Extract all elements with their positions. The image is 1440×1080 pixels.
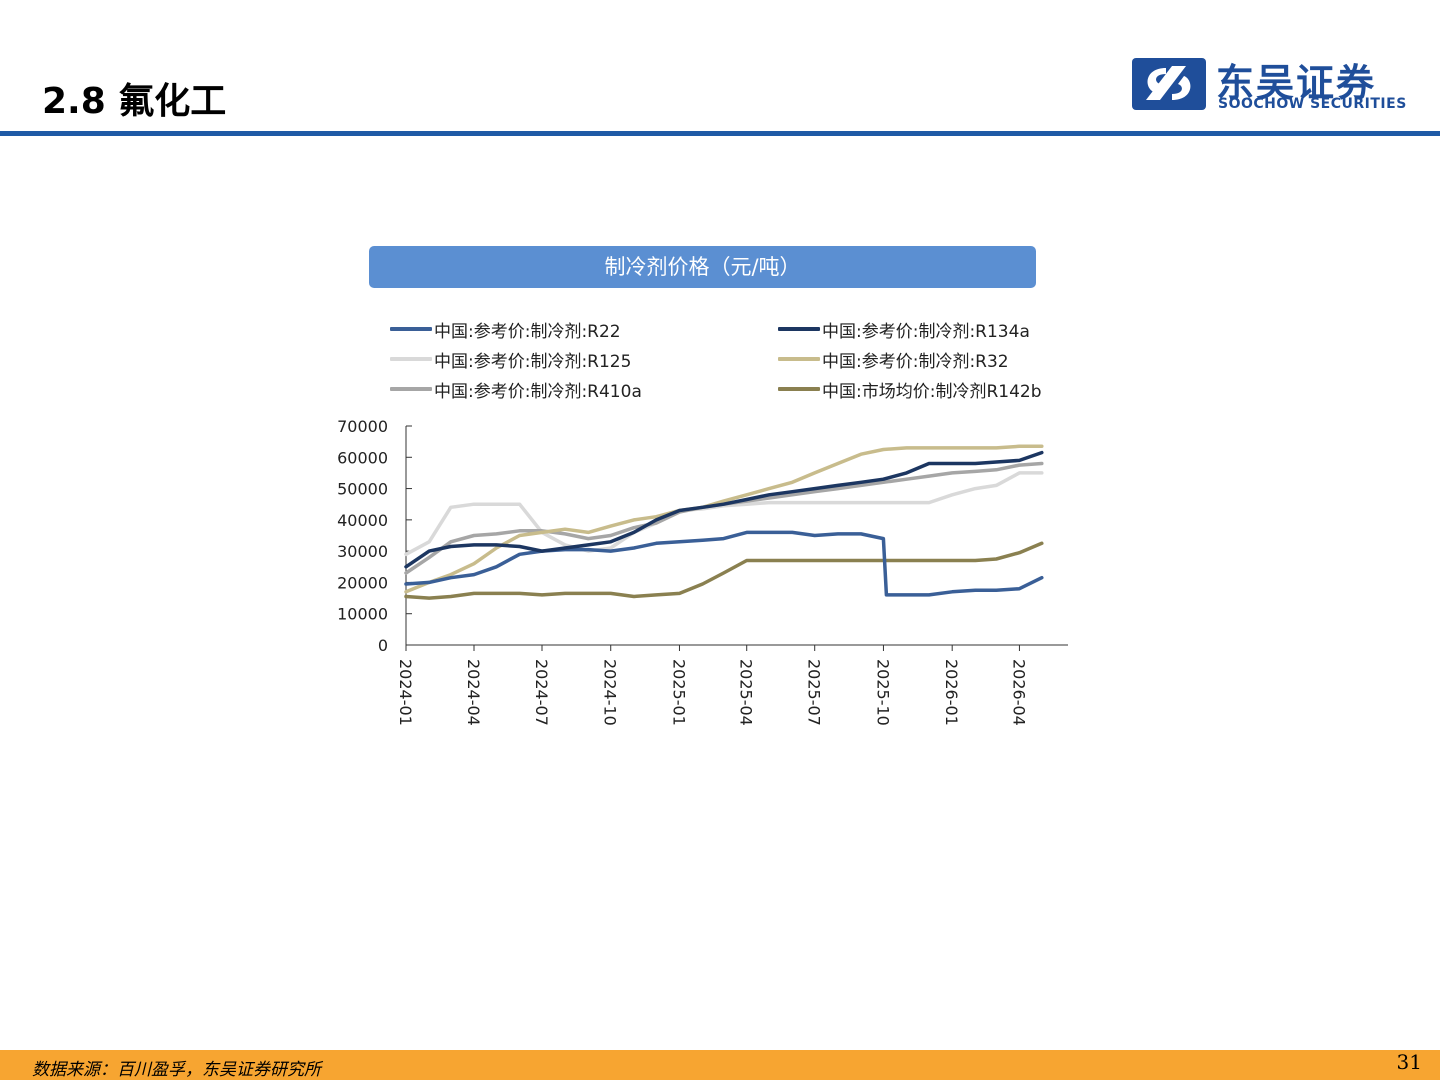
legend-label-r32: 中国:参考价:制冷剂:R32 [822,351,1009,372]
legend-swatch-r125 [390,357,432,361]
y-tick-label: 60000 [337,448,388,467]
legend-label-r22: 中国:参考价:制冷剂:R22 [434,321,621,342]
x-tick-label: 2025-10 [873,659,892,726]
x-tick-label: 2024-10 [601,659,620,726]
legend-swatch-r22 [390,327,432,331]
brand-mark-icon [1132,58,1206,110]
legend-swatch-r32 [778,357,820,361]
x-tick-label: 2025-04 [737,659,756,726]
series-line-3 [404,444,1044,594]
series-line-0 [404,530,1044,597]
page-number: 31 [1396,1050,1422,1074]
legend-swatch-r142b [778,387,820,391]
x-tick-label: 2024-07 [532,659,551,726]
y-tick-label: 10000 [337,605,388,624]
chart-legend: 中国:参考价:制冷剂:R22 中国:参考价:制冷剂:R134a 中国:参考价:制… [390,314,1090,406]
legend-label-r410a: 中国:参考价:制冷剂:R410a [434,381,642,402]
y-tick-label: 70000 [337,417,388,436]
y-tick-label: 30000 [337,542,388,561]
chart-title-banner: 制冷剂价格（元/吨） [369,246,1036,288]
y-tick-label: 0 [378,636,388,655]
legend-item-r142b: 中国:市场均价:制冷剂R142b [778,374,1042,404]
slide-title: 2.8 氟化工 [42,81,227,122]
y-tick-label: 40000 [337,511,388,530]
x-tick-label: 2024-04 [464,659,483,726]
chart-axes: 0 10000 20000 30000 40000 50000 60000 70000 2024… [337,417,1068,726]
legend-item-r125: 中国:参考价:制冷剂:R125 [390,344,631,374]
legend-item-r134a: 中国:参考价:制冷剂:R134a [778,314,1030,344]
x-tick-label: 2026-04 [1009,659,1028,726]
footer-bar: 数据来源：百川盈孚，东吴证券研究所 31 [0,1050,1440,1080]
legend-label-r134a: 中国:参考价:制冷剂:R134a [822,321,1030,342]
x-tick-label: 2026-01 [942,659,961,726]
legend-swatch-r410a [390,387,432,391]
legend-item-r22: 中国:参考价:制冷剂:R22 [390,314,621,344]
brand-logo: 东吴证券 SOOCHOW SECURITIES [1132,56,1407,116]
x-tick-label: 2025-01 [669,659,688,726]
footer-source: 数据来源：百川盈孚，东吴证券研究所 [32,1060,321,1080]
legend-swatch-r134a [778,327,820,331]
series-line-1 [404,450,1044,569]
brand-name-en: SOOCHOW SECURITIES [1218,96,1407,112]
x-tick-label: 2024-01 [396,659,415,726]
series-line-5 [404,541,1044,600]
legend-label-r142b: 中国:市场均价:制冷剂R142b [822,381,1042,402]
legend-item-r32: 中国:参考价:制冷剂:R32 [778,344,1009,374]
x-tick-label: 2025-07 [805,659,824,726]
y-tick-label: 50000 [337,480,388,499]
header-rule [0,131,1440,136]
series-line-2 [404,471,1044,557]
legend-item-r410a: 中国:参考价:制冷剂:R410a [390,374,642,404]
brand-name-cn: 东吴证券 [1216,61,1377,105]
series-line-4 [404,461,1044,575]
chart-series-layer [404,444,1044,600]
y-tick-label: 20000 [337,573,388,592]
legend-label-r125: 中国:参考价:制冷剂:R125 [434,351,632,372]
